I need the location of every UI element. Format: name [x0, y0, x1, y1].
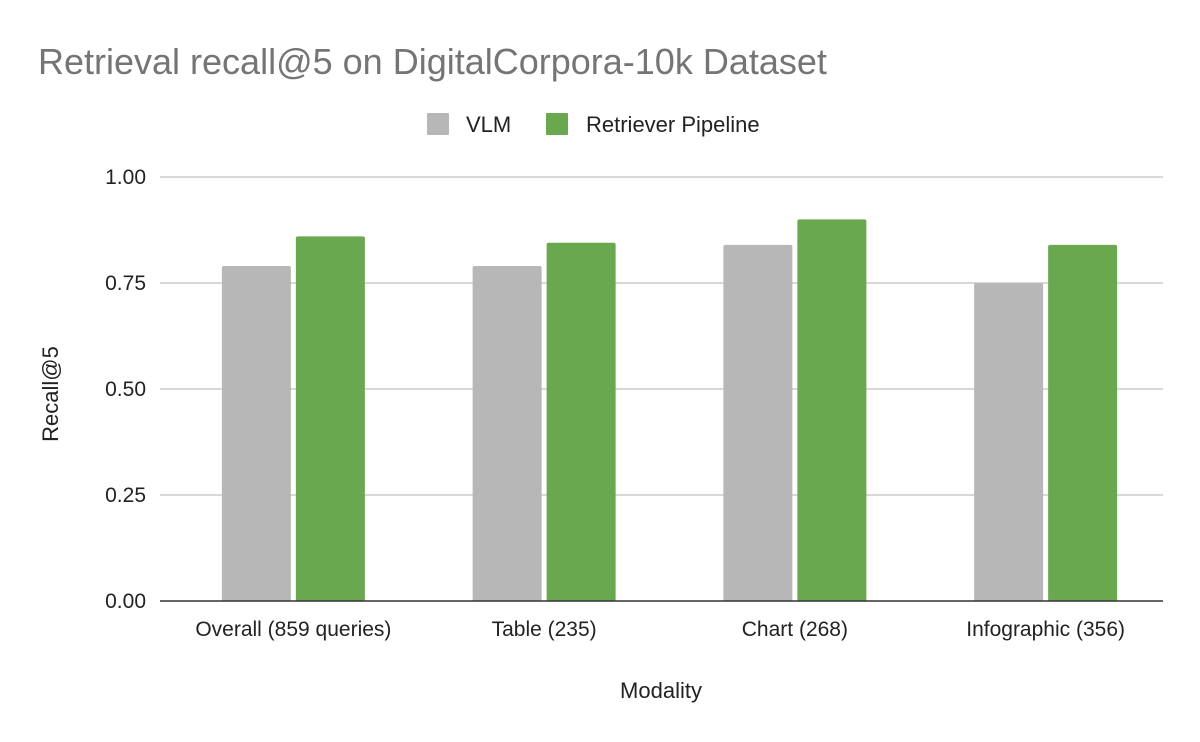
y-tick-label: 0.75 [105, 272, 146, 295]
y-tick-label: 1.00 [105, 166, 146, 189]
bar-retriever-pipeline [1048, 244, 1118, 601]
y-axis-ticks: 0.00 0.25 0.50 0.75 1.00 [105, 166, 146, 613]
bar-retriever-pipeline [546, 242, 616, 601]
legend-label-vlm: VLM [466, 112, 511, 137]
x-axis-ticks: Overall (859 queries) Table (235) Chart (2… [195, 618, 1125, 641]
x-tick-label: Table (235) [492, 618, 597, 641]
bars [221, 219, 1118, 602]
y-tick-label: 0.25 [105, 484, 146, 507]
legend: VLM Retriever Pipeline [427, 112, 760, 137]
x-tick-label: Overall (859 queries) [195, 618, 391, 641]
x-tick-label: Chart (268) [742, 618, 848, 641]
legend-swatch-vlm [427, 113, 449, 135]
bar-vlm [472, 266, 542, 601]
x-tick-label: Infographic (356) [966, 618, 1125, 641]
y-tick-label: 0.00 [105, 590, 146, 613]
legend-swatch-retriever-pipeline [546, 113, 568, 135]
y-tick-label: 0.50 [105, 378, 146, 401]
bar-retriever-pipeline [797, 219, 867, 601]
bar-vlm [221, 266, 291, 601]
bar-retriever-pipeline [295, 236, 365, 602]
legend-label-retriever-pipeline: Retriever Pipeline [586, 112, 760, 137]
bar-vlm [974, 283, 1044, 601]
chart-title: Retrieval recall@5 on DigitalCorpora-10k… [38, 41, 827, 82]
bar-vlm [723, 244, 793, 601]
x-axis-label: Modality [620, 678, 702, 703]
y-axis-label: Recall@5 [38, 346, 63, 442]
